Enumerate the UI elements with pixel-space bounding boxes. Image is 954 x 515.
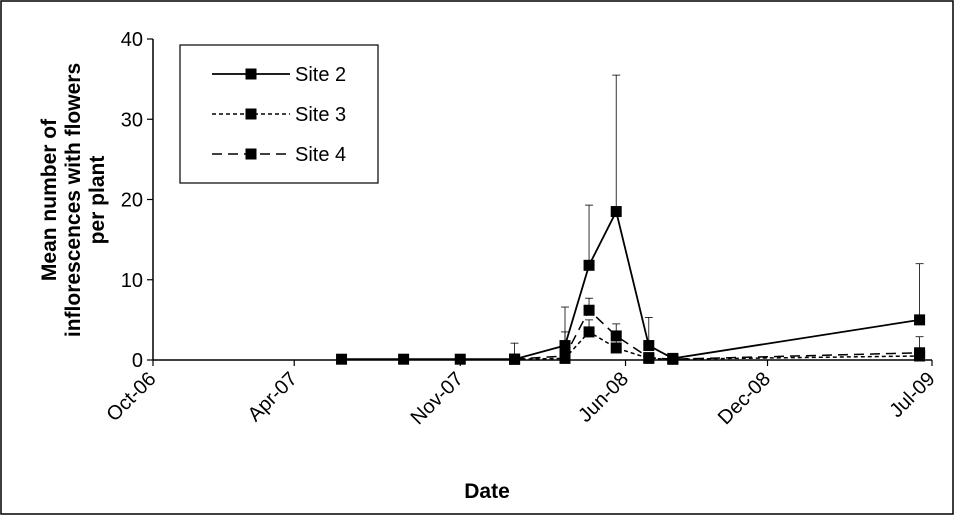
legend-marker-3 — [245, 148, 257, 160]
y-axis-title-line-3: per plant — [86, 156, 109, 245]
legend-label-2: Site 3 — [295, 104, 346, 126]
data-point — [583, 259, 595, 271]
data-point — [643, 352, 655, 364]
series-markers — [336, 206, 926, 365]
y-tick-label: 10 — [121, 270, 143, 292]
data-point — [509, 353, 521, 365]
data-point — [559, 350, 571, 362]
y-tick-label: 20 — [121, 190, 143, 212]
data-point — [583, 326, 595, 338]
legend-label-1: Site 2 — [295, 64, 346, 86]
data-point — [610, 342, 622, 354]
x-axis-title: Date — [464, 480, 510, 503]
data-point — [610, 330, 622, 342]
data-point — [610, 206, 622, 218]
data-point — [559, 340, 571, 352]
y-tick-label: 40 — [121, 29, 143, 51]
legend-marker-2 — [245, 108, 257, 120]
legend-label-3: Site 4 — [295, 144, 346, 166]
data-point — [398, 353, 410, 365]
data-point — [454, 353, 466, 365]
data-point — [583, 304, 595, 316]
y-axis-title-line-2: inflorescences with flowers — [62, 63, 85, 337]
y-tick-label: 30 — [121, 109, 143, 131]
data-point — [336, 353, 348, 365]
data-point — [643, 340, 655, 352]
y-tick-label: 0 — [132, 350, 143, 372]
data-point — [914, 347, 926, 359]
series-line-1 — [341, 208, 920, 361]
data-point — [914, 314, 926, 326]
legend-marker-1 — [245, 68, 257, 80]
y-axis-title: Mean number of inflorescences with flowe… — [38, 63, 109, 337]
legend: Site 2 Site 3 Site 4 — [179, 44, 379, 184]
y-axis-title-line-1: Mean number of — [38, 118, 61, 281]
y-ticks: 0 10 20 30 40 — [121, 29, 153, 372]
data-point — [667, 353, 679, 365]
